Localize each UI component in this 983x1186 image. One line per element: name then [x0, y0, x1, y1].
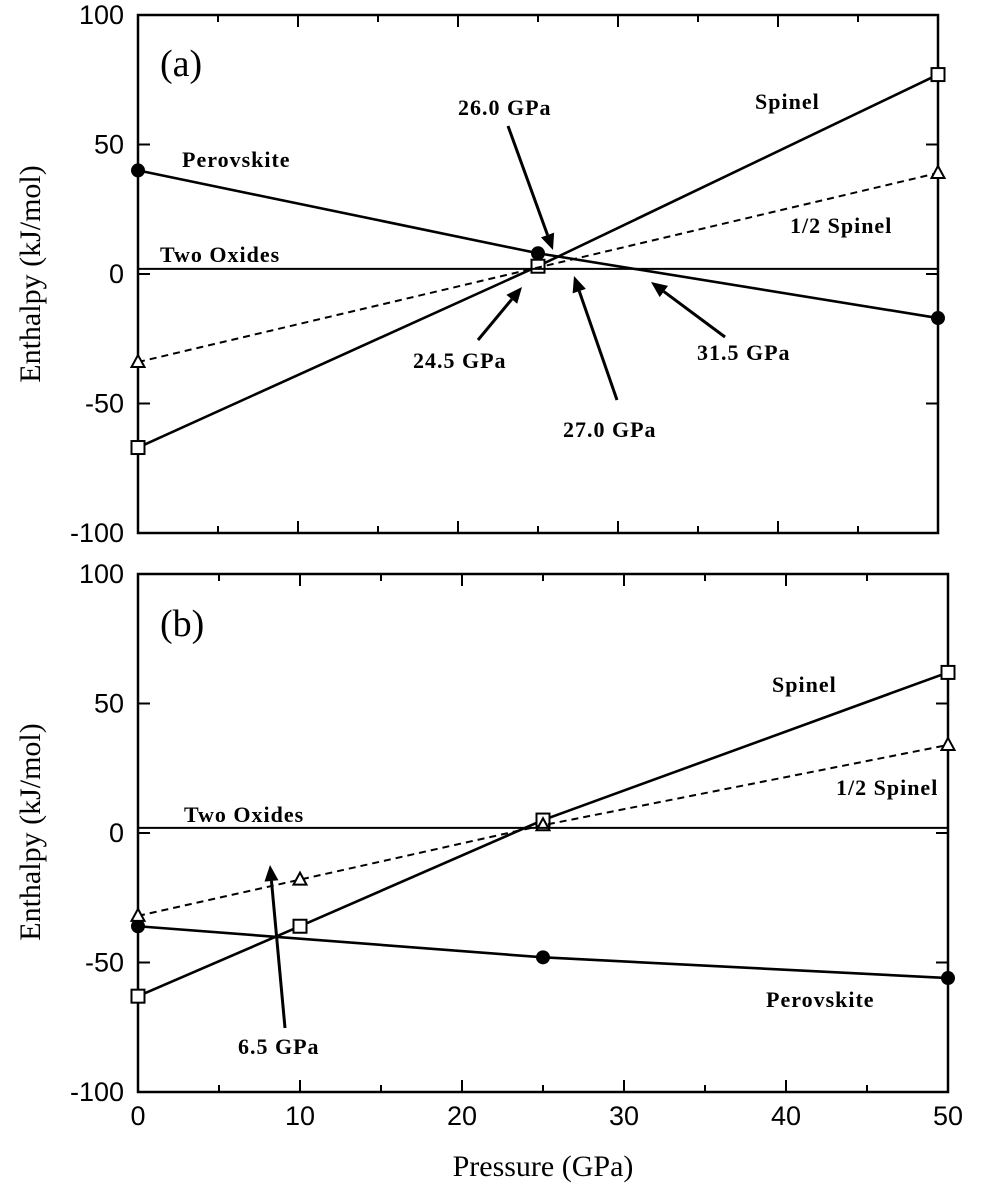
y-tick-label: -50 — [85, 948, 124, 978]
half-spinel-point — [129, 906, 147, 922]
y-tick-label: -50 — [85, 389, 124, 419]
x-axis-title: Pressure (GPa) — [453, 1150, 634, 1183]
spinel-point — [930, 67, 946, 83]
annotation-label: 27.0 GPa — [563, 417, 657, 442]
series-label: Perovskite — [182, 147, 291, 172]
series-label: 1/2 Spinel — [790, 213, 892, 238]
panel-b-label: (b) — [160, 603, 204, 645]
annotation-label: 31.5 GPa — [697, 340, 791, 365]
y-tick-label: 0 — [109, 818, 124, 848]
series-line-1-2-spinel — [137, 743, 949, 917]
half-spinel-point — [129, 352, 147, 369]
panel-b: (b) Enthalpy (kJ/mol) Pressure (GPa) 100… — [14, 559, 963, 1183]
spinel-point — [940, 664, 956, 680]
y-tick-label: 0 — [109, 259, 124, 289]
panel-a-ylabel: Enthalpy (kJ/mol) — [14, 165, 47, 382]
panel-a: (a) Enthalpy (kJ/mol) 100 50 0 -50 -100 Perov… — [14, 0, 947, 548]
y-tick-label: -100 — [70, 1077, 124, 1107]
annotation-arrow — [269, 880, 287, 1029]
annotation-label: 6.5 GPa — [238, 1034, 320, 1059]
annotation-arrow — [662, 290, 726, 339]
y-tick-label: 100 — [79, 0, 124, 30]
annotation-arrow — [506, 125, 549, 236]
half-spinel-point — [939, 735, 957, 751]
series-line-spinel — [137, 671, 949, 998]
annotation-arrow — [476, 298, 513, 341]
series-label: 1/2 Spinel — [836, 775, 938, 800]
spinel-point — [130, 988, 146, 1004]
x-tick-label: 0 — [130, 1101, 145, 1131]
perovskite-point — [941, 971, 955, 986]
panel-a-label: (a) — [160, 43, 202, 85]
panel-b-frame — [136, 572, 950, 1094]
annotation-arrowhead — [264, 865, 279, 882]
perovskite-point — [531, 246, 545, 261]
series-label: Spinel — [755, 89, 820, 114]
panel-b-ylabel: Enthalpy (kJ/mol) — [14, 723, 47, 940]
series-line-1-2-spinel — [137, 172, 939, 364]
perovskite-point — [131, 919, 145, 934]
annotation-arrowhead — [540, 232, 555, 250]
perovskite-point — [931, 311, 945, 326]
perovskite-point — [131, 163, 145, 178]
half-spinel-point — [929, 163, 947, 179]
annotation-arrowhead — [572, 276, 586, 294]
half-spinel-point — [291, 870, 309, 886]
y-tick-label: -100 — [70, 518, 124, 548]
spinel-point — [130, 440, 146, 456]
series-label: Two Oxides — [184, 802, 304, 827]
perovskite-point — [536, 950, 550, 965]
spinel-point — [530, 258, 546, 274]
x-tick-label: 20 — [447, 1101, 477, 1131]
annotation-label: 24.5 GPa — [413, 348, 507, 373]
annotation-arrowhead — [651, 282, 669, 298]
annotation-arrow — [577, 290, 619, 401]
y-tick-label: 50 — [94, 689, 124, 719]
y-tick-label: 100 — [79, 559, 124, 589]
series-label: Spinel — [772, 672, 837, 697]
x-tick-label: 40 — [771, 1101, 801, 1131]
y-tick-label: 50 — [94, 130, 124, 160]
x-tick-label: 10 — [285, 1101, 315, 1131]
annotation-label: 26.0 GPa — [458, 95, 552, 120]
series-label: Perovskite — [766, 987, 875, 1012]
spinel-point — [292, 918, 308, 934]
x-tick-label: 30 — [609, 1101, 639, 1131]
x-tick-label: 50 — [933, 1101, 963, 1131]
annotation-arrowhead — [506, 287, 522, 304]
series-label: Two Oxides — [160, 242, 280, 267]
